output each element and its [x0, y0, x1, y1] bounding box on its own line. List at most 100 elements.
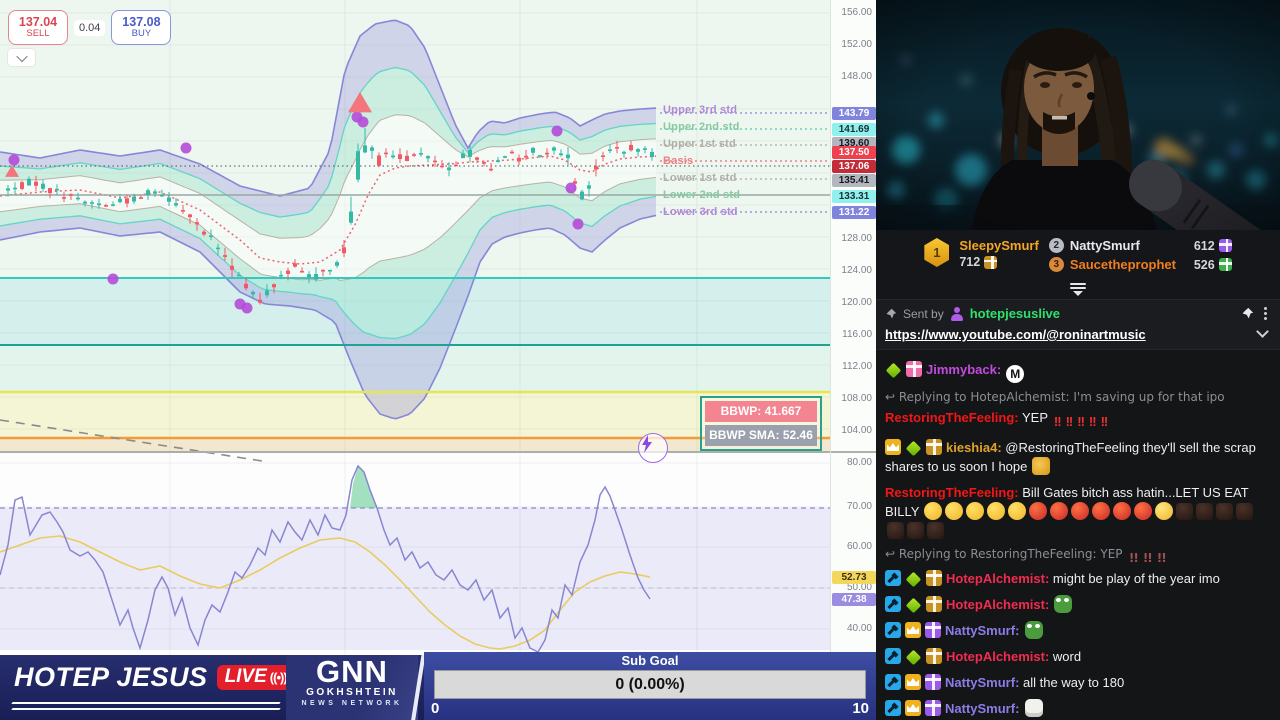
trading-chart[interactable]: Upper 3rd std Upper 2nd std Upper 1st std B…: [0, 0, 877, 655]
price-tick: 128.00: [841, 233, 872, 244]
webcam-feed: [876, 0, 1280, 230]
quick-trade-button[interactable]: [638, 433, 668, 463]
bbwp-sma-value: BBWP SMA: 52.46: [705, 425, 817, 446]
rage-emote: [1134, 502, 1153, 520]
band-label: Upper 3rd std: [663, 104, 738, 116]
moderator-badge-icon: [885, 700, 901, 716]
collapse-trade-panel-button[interactable]: [8, 49, 35, 66]
moderator-badge-icon: [885, 648, 901, 664]
dark-emote: [1176, 503, 1194, 520]
chat-username[interactable]: HotepAlchemist:: [946, 571, 1050, 586]
sub-goal-progress-text: 0 (0.00%): [615, 675, 685, 693]
pin-icon[interactable]: [1241, 307, 1254, 320]
leaderboard-third-count: 526: [1193, 257, 1215, 272]
price-tick: 112.00: [842, 361, 872, 372]
price-label-badge: 143.79: [832, 106, 876, 120]
bbwp-indicator-labels: BBWP: 41.667 BBWP SMA: 52.46: [700, 396, 822, 451]
chat-username[interactable]: NattySmurf:: [945, 675, 1020, 690]
leaderboard-second[interactable]: 2 NattySmurf 612: [1048, 238, 1232, 253]
chat-username[interactable]: NattySmurf:: [945, 701, 1020, 716]
bang-emote: !!: [1100, 414, 1109, 429]
chat-username[interactable]: RestoringTheFeeling:: [885, 410, 1019, 425]
reply-context: ↩ Replying to HotepAlchemist: I'm saving…: [885, 390, 1225, 404]
bang-emote: !!: [1065, 414, 1074, 429]
lightning-icon: [642, 435, 652, 453]
price-label-badge: 137.06: [832, 159, 876, 173]
buy-label: BUY: [131, 28, 152, 40]
leaderboard-second-name[interactable]: NattySmurf: [1069, 238, 1140, 253]
leaderboard-first-count: 712: [959, 255, 981, 269]
chat-username[interactable]: RestoringTheFeeling:: [885, 485, 1019, 500]
chat-panel[interactable]: 1 SleepySmurf 712 2 NattySmurf 612 3 Sau…: [876, 230, 1280, 720]
price-axis[interactable]: 156.00 152.00 148.00 128.00 124.00 120.00 116.…: [830, 0, 877, 655]
buy-button[interactable]: 137.08 BUY: [111, 10, 172, 45]
dark-emote: [1236, 503, 1254, 520]
huff-emote: [924, 502, 943, 520]
moderator-badge-icon: [885, 570, 901, 586]
sub-goal-max: 10: [852, 700, 869, 717]
more-options-icon[interactable]: [1264, 312, 1267, 315]
price-tick: 124.00: [841, 265, 872, 276]
crown-badge-icon: [905, 674, 921, 690]
dark-emote: [926, 522, 944, 539]
chat-username[interactable]: kieshia4:: [946, 440, 1002, 455]
pinned-username[interactable]: hotepjesuslive: [969, 306, 1061, 321]
pinned-message[interactable]: Sent by hotepjesuslive https://www.youtu…: [876, 300, 1280, 350]
rage-emote: [1050, 502, 1069, 520]
leaderboard-third-name[interactable]: Saucetheprophet: [1069, 257, 1176, 272]
bangdim-emote: !!: [1142, 551, 1153, 565]
price-tick: 116.00: [842, 329, 872, 340]
bang-emote: !!: [1077, 414, 1085, 429]
gift-badge-icon: [925, 674, 941, 690]
sell-button[interactable]: 137.04 SELL: [8, 10, 68, 45]
banner-underline: [11, 708, 281, 710]
leaderboard-first-name[interactable]: SleepySmurf: [959, 238, 1039, 253]
price-tick: 50.00: [846, 582, 872, 593]
leaderboard-first[interactable]: SleepySmurf 712: [959, 238, 1038, 299]
chat-username[interactable]: HotepAlchemist:: [946, 649, 1050, 664]
buy-price: 137.08: [122, 14, 161, 29]
diamond-badge-icon: [905, 597, 922, 614]
chevron-down-icon: [15, 50, 28, 62]
price-label-badge: 47.38: [832, 592, 876, 606]
rank-3-badge: 3: [1048, 257, 1064, 272]
bang-emote: !!: [1053, 414, 1062, 429]
huff-emote: [1008, 502, 1027, 520]
gift-badge-icon: [925, 700, 941, 716]
diamond-badge-icon: [905, 649, 922, 666]
sub-goal-min: 0: [431, 700, 440, 717]
band-label: Lower 2nd std: [663, 189, 741, 201]
diamond-badge-icon: [885, 362, 902, 379]
diamond-badge-icon: [905, 440, 922, 457]
leaderboard-third[interactable]: 3 Saucetheprophet 526: [1048, 257, 1232, 272]
chat-message: NattySmurf: all the way to 180: [885, 673, 1271, 692]
streamer-person: [971, 28, 1280, 230]
rage-emote: [1113, 502, 1132, 520]
pinned-link[interactable]: https://www.youtube.com/@roninartmusic: [885, 327, 1146, 342]
chat-username[interactable]: Jimmyback:: [926, 362, 1002, 377]
chat-message: kieshia4: @RestoringTheFeeling they'll s…: [885, 439, 1256, 475]
user-avatar-icon: [950, 306, 964, 321]
chevron-down-icon[interactable]: [1256, 325, 1269, 338]
gift-badge-icon: [925, 622, 941, 638]
sub-goal-progress-bar: 0 (0.00%): [434, 670, 866, 699]
leaderboard-collapse-button[interactable]: [1070, 283, 1086, 296]
gift-icon: [1218, 258, 1232, 271]
m-emote: M: [1006, 365, 1025, 383]
crown-badge-icon: [905, 622, 921, 638]
gift-badge-icon: [926, 439, 942, 455]
chat-username[interactable]: NattySmurf:: [945, 623, 1020, 638]
webcam-scene: [876, 28, 1280, 230]
price-chart-svg[interactable]: [0, 0, 830, 655]
price-tick: 40.00: [846, 623, 872, 634]
dark-emote: [1216, 503, 1234, 520]
chat-message: Jimmyback: M: [885, 360, 1271, 383]
band-label: Upper 2nd std: [663, 121, 740, 133]
chat-message-list[interactable]: Jimmyback: M ↩ Replying to HotepAlchemist…: [876, 350, 1280, 720]
bangdim-emote: !!: [1156, 551, 1167, 565]
chat-username[interactable]: HotepAlchemist:: [946, 597, 1050, 612]
pane-separator: [831, 451, 877, 453]
trade-panel: 137.04 SELL 0.04 137.08 BUY: [8, 10, 172, 45]
chat-message: RestoringTheFeeling: Bill Gates bitch as…: [885, 483, 1271, 540]
gift-leaderboard[interactable]: 1 SleepySmurf 712 2 NattySmurf 612 3 Sau…: [876, 230, 1280, 300]
